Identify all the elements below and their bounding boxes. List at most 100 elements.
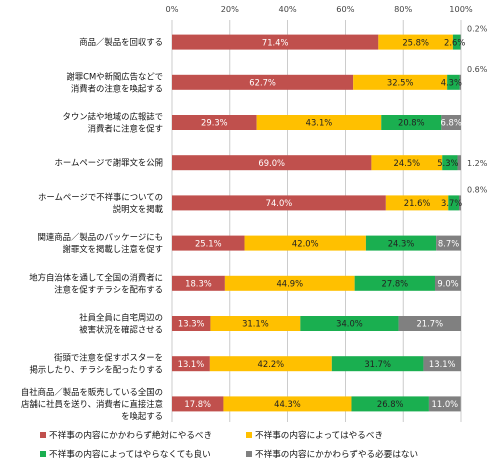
category-labels: 商品／製品を回収する謝罪CMや新聞広告などで消費者の注意を喚起するタウン誌や地域… (21, 37, 164, 421)
category-label: 自社商品／製品を販売している全国の (21, 387, 163, 397)
data-label: 24.3% (388, 238, 415, 248)
data-label: 8.7% (438, 238, 459, 248)
data-label: 13.1% (178, 359, 205, 369)
bar-segment (385, 195, 449, 211)
bar-segment (172, 155, 372, 171)
data-label-outside: 0.2% (467, 25, 488, 34)
bar-segment (365, 235, 437, 251)
bar-segment (354, 275, 435, 291)
bar-segment (434, 275, 461, 291)
data-label: 44.9% (276, 279, 303, 289)
bar-segment (459, 74, 461, 90)
bar-segment (441, 115, 461, 130)
bar-segment (447, 74, 460, 90)
bar-segment (428, 396, 461, 412)
category-label: 社員全員に自宅周辺の (79, 313, 163, 323)
legend-label: 不祥事の内容にかかわらず絶対にやるべき (49, 429, 212, 441)
bar-segment (172, 195, 386, 211)
data-label: 29.3% (201, 118, 228, 128)
x-axis-ticks: 0% 20% 40% 60% 80% 100% (166, 4, 473, 14)
x-tick-label: 20% (221, 4, 239, 14)
category-label: ホームページで謝罪文を公開 (55, 158, 163, 168)
data-label: 25.8% (402, 37, 429, 47)
bar-segment (458, 195, 461, 211)
data-label: 21.7% (416, 319, 443, 329)
bar-segment (172, 356, 210, 372)
category-label: 謝罪文を掲載し注意を促す (63, 244, 164, 254)
legend-label: 不祥事の内容にかかわらずやる必要はない (255, 448, 418, 460)
category-label: 掲示したり、チラシを配ったりする (30, 365, 164, 375)
x-tick-label: 0% (166, 4, 179, 14)
bar-segment (172, 316, 211, 331)
data-label: 2.6% (444, 37, 465, 47)
data-label: 74.0% (266, 198, 293, 208)
data-label: 21.6% (404, 198, 431, 208)
bar-segment (300, 316, 399, 331)
bar-segment (381, 115, 442, 130)
data-label: 20.8% (398, 118, 425, 128)
data-label: 13.1% (429, 359, 456, 369)
data-label: 32.5% (387, 78, 414, 88)
data-label: 34.0% (336, 319, 363, 329)
bar-segment (256, 115, 382, 130)
data-label: 42.2% (258, 359, 285, 369)
data-label: 13.3% (178, 319, 205, 329)
data-label: 26.8% (377, 399, 404, 409)
category-label: を喚起する (121, 411, 163, 421)
data-label: 4.3% (441, 78, 462, 88)
data-label: 31.7% (364, 359, 391, 369)
data-label: 5.3% (437, 158, 458, 168)
bar-segment (172, 115, 257, 130)
bar-segment (436, 235, 461, 251)
category-label: 謝罪CMや新聞広告などで (66, 71, 163, 81)
data-labels: 71.4% 25.8% 2.6%0.2% 62.7% 32.5% 4.3% 0.6% 29.3… (178, 25, 488, 410)
category-label: 街頭で注意を促すポスターを (54, 353, 163, 363)
data-label: 9.0% (437, 279, 458, 289)
bar-segment (351, 396, 429, 412)
legend: 不祥事の内容にかかわらず絶対にやるべき 不祥事の内容によってはやるべき不祥事の内容… (40, 429, 418, 460)
bars (172, 34, 461, 412)
bar-segment (223, 396, 352, 412)
data-label: 71.4% (262, 37, 289, 47)
data-label: 69.0% (258, 158, 285, 168)
bar-segment (460, 34, 461, 50)
category-label: 注意を促すチラシを配布する (54, 284, 163, 294)
data-label: 42.0% (292, 238, 319, 248)
bar-segment (442, 155, 458, 171)
data-label: 11.0% (432, 399, 459, 409)
bar-segment (371, 155, 443, 171)
legend-label: 不祥事の内容によってはやらなくても良い (49, 448, 211, 460)
x-tick-label: 80% (394, 4, 412, 14)
bar-segment (244, 235, 366, 251)
data-label: 18.3% (185, 279, 212, 289)
bar-segment (423, 356, 461, 372)
category-label: 店舗に社員を送り、消費者に直接注意 (21, 399, 163, 409)
category-label: 被害状況を確認させる (79, 325, 163, 335)
data-label: 17.8% (184, 399, 211, 409)
bar-segment (378, 34, 453, 50)
bar-segment (209, 356, 332, 372)
x-tick-label: 60% (336, 4, 354, 14)
bar-segment (172, 275, 225, 291)
data-label: 44.3% (274, 399, 301, 409)
bar-segment (452, 34, 461, 50)
bar-segment (172, 235, 245, 251)
data-label-outside: 0.6% (467, 65, 488, 74)
legend-swatch (40, 432, 46, 438)
bar-segment (331, 356, 424, 372)
legend-swatch (40, 451, 46, 457)
bar-segment (172, 396, 224, 412)
bar-segment (353, 74, 448, 90)
legend-label: 不祥事の内容によってはやるべき (255, 429, 383, 441)
data-label: 62.7% (249, 78, 276, 88)
data-label: 24.5% (394, 158, 421, 168)
category-label: 関連商品／製品のパッケージにも (38, 232, 163, 242)
category-label: 商品／製品を回収する (79, 37, 163, 47)
category-label: 説明文を掲載 (113, 204, 164, 214)
x-tick-label: 40% (278, 4, 296, 14)
bar-segment (448, 195, 459, 211)
data-label-outside: 0.8% (467, 185, 488, 194)
category-label: 消費者の注意を喚起する (71, 83, 163, 93)
bar-segment (398, 316, 461, 331)
